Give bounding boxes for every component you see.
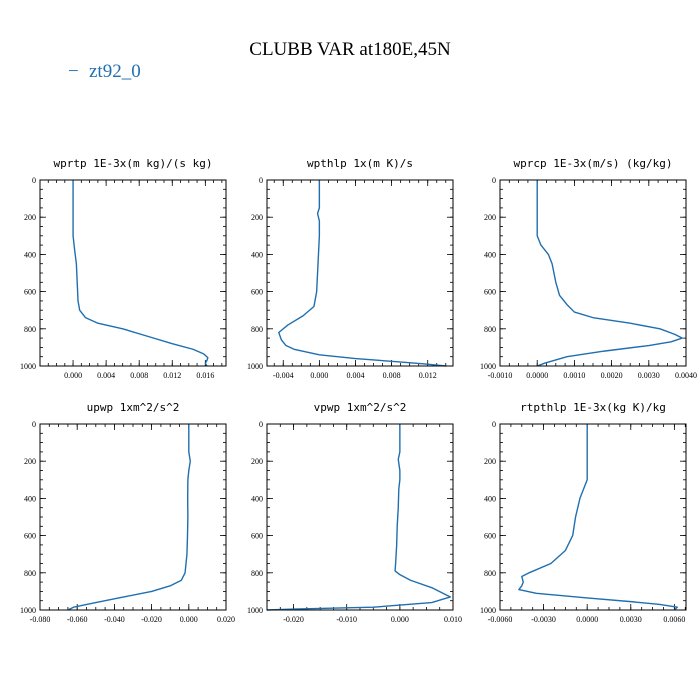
- x-tick-label: 0.020: [217, 615, 235, 624]
- chart-panel-6: rtpthlp 1E-3x(kg K)/kg02004006008001000-…: [480, 401, 687, 624]
- chart-panel-2: wpthlp 1x(m K)/s 0 200 400 600 800 1000 -0.004 0…: [247, 157, 454, 380]
- series-line-zt92_0: [278, 180, 446, 367]
- x-tick-label: 0.000: [310, 371, 328, 380]
- y-tick-label: 200: [251, 457, 263, 466]
- x-tick-label: -0.020: [141, 615, 162, 624]
- legend-marker: −: [68, 61, 79, 82]
- y-tick-label: 200: [484, 457, 496, 466]
- y-tick-label: 0: [492, 420, 496, 429]
- x-tick-label: 0.010: [444, 615, 462, 624]
- x-tick-label: -0.0030: [531, 615, 556, 624]
- y-tick-label: 0: [259, 420, 263, 429]
- plot-frame: [39, 423, 227, 611]
- panel-title: wprtp 1E-3x(m kg)/(s kg): [54, 157, 213, 170]
- series-line-zt92_0: [536, 180, 683, 367]
- y-tick-label: 0: [32, 176, 36, 185]
- y-tick-label: 800: [251, 325, 263, 334]
- x-tick-label: 0.008: [383, 371, 401, 380]
- y-tick-label: 200: [251, 213, 263, 222]
- x-tick-label: -0.004: [273, 371, 294, 380]
- x-tick-label: 0.0060: [663, 615, 685, 624]
- x-tick-label: 0.016: [196, 371, 214, 380]
- y-tick-label: 1000: [247, 606, 263, 615]
- x-tick-label: -0.010: [336, 615, 357, 624]
- y-tick-label: 1000: [20, 362, 36, 371]
- y-tick-label: 400: [24, 494, 36, 503]
- x-tick-label: -0.020: [283, 615, 304, 624]
- y-tick-label: 200: [484, 213, 496, 222]
- y-tick-label: 1000: [480, 362, 496, 371]
- x-tick-label: 0.000: [64, 371, 82, 380]
- y-tick-label: 800: [24, 325, 36, 334]
- y-tick-label: 400: [484, 494, 496, 503]
- x-tick-label: -0.060: [67, 615, 88, 624]
- series-line-zt92_0: [266, 424, 452, 611]
- y-tick-label: 0: [32, 420, 36, 429]
- x-tick-label: -0.040: [104, 615, 125, 624]
- y-tick-label: 800: [484, 325, 496, 334]
- x-tick-label: 0.000: [391, 615, 409, 624]
- y-tick-label: 400: [251, 494, 263, 503]
- plot-frame: [39, 179, 227, 367]
- x-tick-label: 0.004: [346, 371, 364, 380]
- chart-panel-3: wprcp 1E-3x(m/s) (kg/kg) 0 200 400 600 800 100…: [480, 157, 697, 380]
- y-tick-label: 200: [24, 457, 36, 466]
- plot-frame: [266, 423, 454, 611]
- x-tick-label: 0.0000: [576, 615, 598, 624]
- panel-title: upwp 1xm^2/s^2: [87, 401, 180, 414]
- panel-title: wprcp 1E-3x(m/s) (kg/kg): [514, 157, 673, 170]
- plot-frame: [266, 179, 454, 367]
- y-tick-label: 600: [484, 288, 496, 297]
- y-tick-label: 400: [484, 250, 496, 259]
- plot-frame: [499, 179, 687, 367]
- y-tick-label: 600: [484, 532, 496, 541]
- series-line-zt92_0: [72, 180, 209, 367]
- y-tick-label: 600: [251, 288, 263, 297]
- x-tick-label: 0.008: [130, 371, 148, 380]
- y-tick-label: 200: [24, 213, 36, 222]
- y-tick-label: 1000: [20, 606, 36, 615]
- x-tick-label: 0.0000: [526, 371, 548, 380]
- y-tick-label: 600: [24, 288, 36, 297]
- x-tick-label: 0.0040: [675, 371, 697, 380]
- y-tick-label: 400: [251, 250, 263, 259]
- panel-title: rtpthlp 1E-3x(kg K)/kg: [520, 401, 666, 414]
- x-tick-label: 0.000: [180, 615, 198, 624]
- y-tick-label: 800: [251, 569, 263, 578]
- y-tick-label: 0: [259, 176, 263, 185]
- x-tick-label: 0.0020: [601, 371, 623, 380]
- chart-panel-4: upwp 1xm^2/s^2 0 200 400 600 800 1000-0.080 -0.…: [20, 401, 235, 624]
- chart-panel-1: wprtp 1E-3x(m kg)/(s kg) 0 200 400 600 800 100…: [20, 157, 227, 380]
- panels: wprtp 1E-3x(m kg)/(s kg) 0 200 400 600 800 100…: [20, 157, 697, 624]
- y-tick-label: 1000: [247, 362, 263, 371]
- y-tick-label: 600: [24, 532, 36, 541]
- panel-title: vpwp 1xm^2/s^2: [314, 401, 407, 414]
- x-tick-label: 0.0010: [563, 371, 585, 380]
- series-line-zt92_0: [67, 424, 191, 611]
- y-tick-label: 400: [24, 250, 36, 259]
- y-tick-label: 1000: [480, 606, 496, 615]
- legend: − zt92_0: [68, 61, 141, 82]
- x-tick-label: 0.0030: [638, 371, 660, 380]
- series-line-zt92_0: [518, 424, 678, 611]
- panel-title: wpthlp 1x(m K)/s: [307, 157, 413, 170]
- y-tick-label: 800: [24, 569, 36, 578]
- x-tick-label: -0.0060: [488, 615, 513, 624]
- x-tick-label: 0.012: [163, 371, 181, 380]
- legend-series-label: zt92_0: [89, 61, 141, 82]
- x-tick-label: 0.012: [419, 371, 437, 380]
- plot-frame: [499, 423, 687, 611]
- y-tick-label: 0: [492, 176, 496, 185]
- figure-title: CLUBB VAR at180E,45N: [249, 39, 451, 60]
- x-tick-label: 0.004: [97, 371, 115, 380]
- x-tick-label: -0.0010: [488, 371, 513, 380]
- x-tick-label: -0.080: [30, 615, 51, 624]
- y-tick-label: 800: [484, 569, 496, 578]
- x-tick-label: 0.0030: [620, 615, 642, 624]
- chart-panel-5: vpwp 1xm^2/s^2 0 200 400 600 800 1000 -0.020 -0.…: [247, 401, 462, 624]
- y-tick-label: 600: [251, 532, 263, 541]
